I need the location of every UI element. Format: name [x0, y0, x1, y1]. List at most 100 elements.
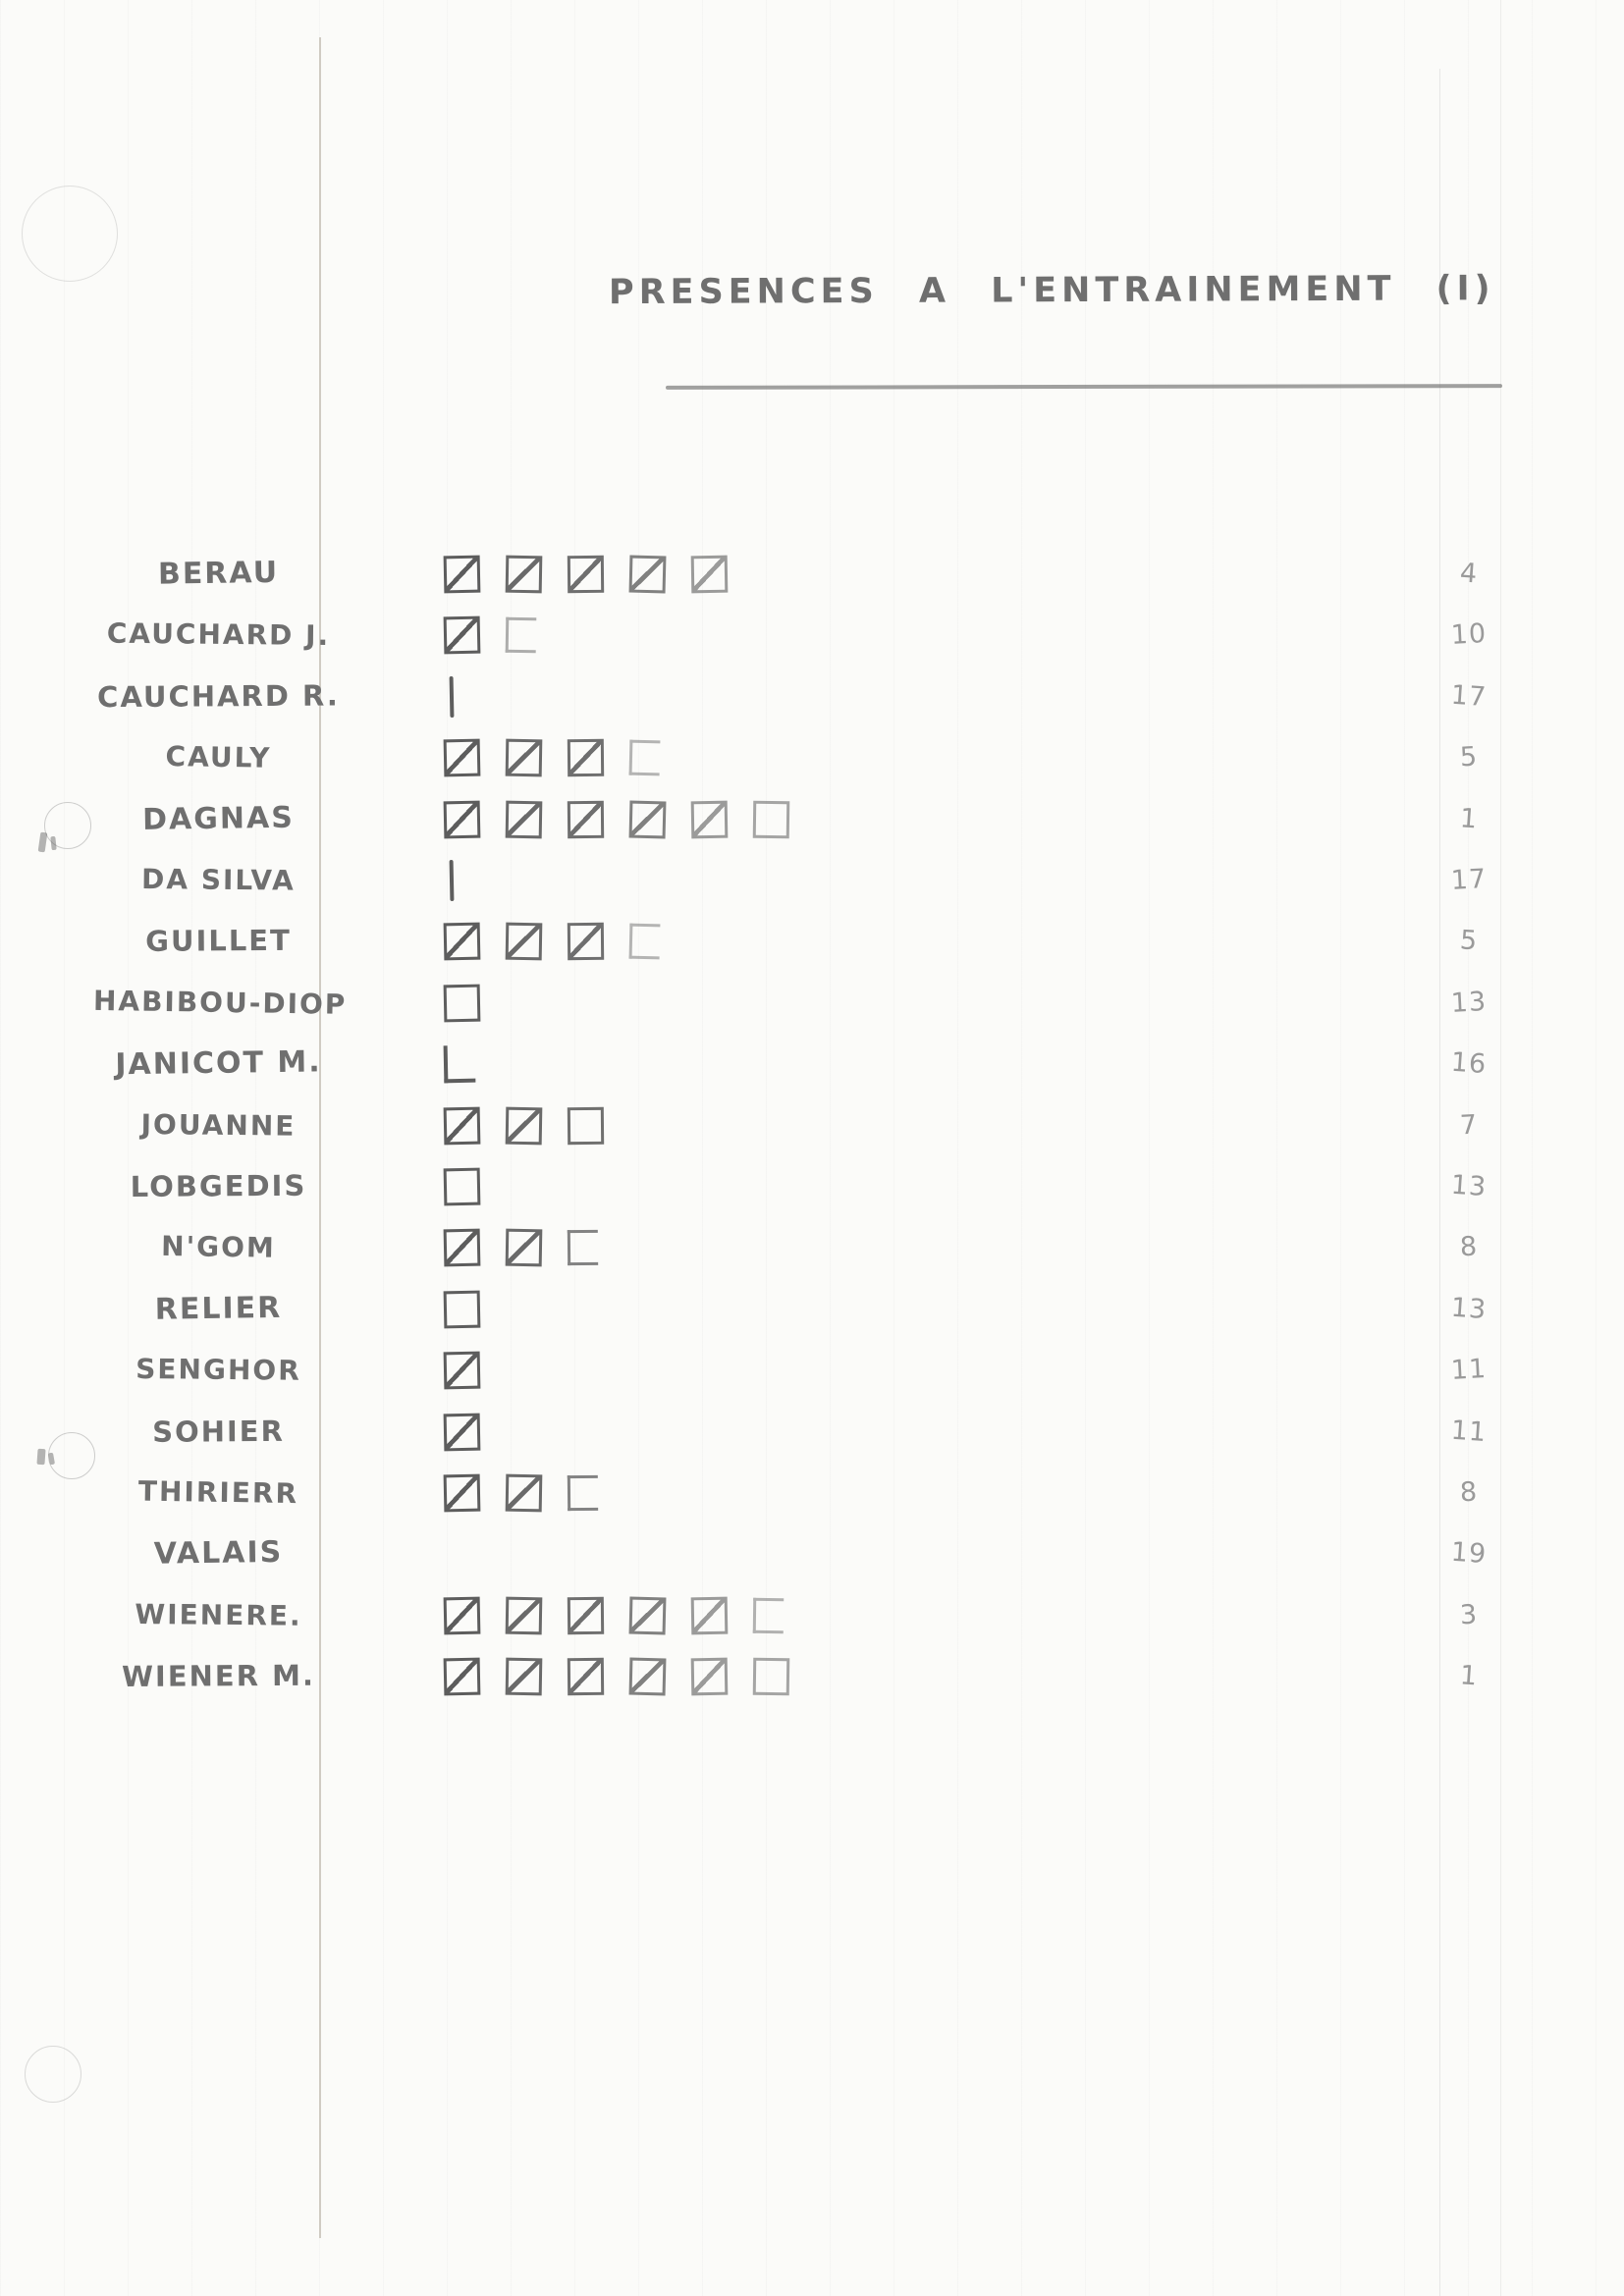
tally-mark-c [628, 924, 661, 960]
tally-mark-crossed [628, 1657, 667, 1696]
rank-number: 1 [1458, 802, 1480, 835]
tally-mark-crossed [443, 1351, 481, 1390]
attendance-row: THIRIERR 8 [0, 1463, 1624, 1523]
attendance-row: GUILLET 5 [0, 911, 1624, 972]
tally-mark-bar [449, 675, 455, 718]
tally-marks [443, 1042, 476, 1086]
tally-mark-crossed [443, 1229, 481, 1267]
rank-number: 11 [1450, 1354, 1488, 1386]
tally-mark-crossed [567, 738, 605, 777]
tally-marks [443, 1594, 785, 1637]
tally-mark-crossed [567, 800, 605, 838]
tally-mark-c [567, 1474, 599, 1512]
tally-mark-open [567, 1106, 605, 1145]
player-name: CAULY [165, 740, 272, 774]
tally-mark-crossed [443, 555, 481, 594]
page-title: PRESENCES A L'ENTRAINEMENT (I) [608, 269, 1495, 313]
attendance-row: JOUANNE 7 [0, 1095, 1624, 1156]
tally-mark-crossed [443, 800, 481, 838]
tally-mark-c [567, 1230, 599, 1266]
tally-marks [443, 1655, 790, 1698]
player-name: DAGNAS [141, 800, 296, 837]
player-name: DA SILVA [140, 863, 296, 897]
tally-mark-c [628, 739, 661, 776]
player-name: GUILLET [145, 924, 292, 959]
tally-mark-crossed [567, 1657, 605, 1696]
tally-marks [443, 553, 729, 596]
attendance-row: SOHIER 11 [0, 1402, 1624, 1463]
tally-mark-crossed [690, 1657, 729, 1696]
tally-mark-crossed [505, 923, 543, 961]
tally-marks [443, 920, 661, 963]
player-name: JOUANNE [140, 1107, 297, 1143]
right-ruling-line-1 [1439, 69, 1440, 2296]
right-ruling-line-2 [1500, 0, 1501, 2296]
hole-punch [48, 1432, 95, 1479]
tally-mark-crossed [505, 738, 543, 777]
tally-marks [443, 1288, 481, 1331]
tally-mark-crossed [628, 1596, 667, 1635]
tally-mark-c [752, 1597, 785, 1634]
tally-mark-open [752, 1657, 790, 1696]
player-name: HABIBOU-DIOP [92, 984, 348, 1021]
tally-mark-crossed [690, 1596, 729, 1635]
attendance-row: N'GOM 8 [0, 1217, 1624, 1278]
tally-mark-crossed [443, 616, 481, 655]
attendance-row: BERAU 4 [0, 544, 1624, 605]
player-name: CAUCHARD J. [106, 617, 331, 653]
rank-number: 7 [1459, 1109, 1479, 1141]
rank-number: 17 [1450, 863, 1488, 896]
rank-number: 4 [1458, 558, 1480, 590]
rank-number: 11 [1449, 1415, 1489, 1448]
attendance-row: CAUCHARD R. 17 [0, 667, 1624, 727]
tally-mark-crossed [628, 555, 667, 594]
rank-number: 5 [1458, 925, 1480, 957]
tally-mark-crossed [505, 1229, 543, 1267]
tally-marks [443, 1349, 481, 1392]
player-name: RELIER [154, 1290, 283, 1327]
attendance-row: DA SILVA 17 [0, 850, 1624, 911]
tally-mark-crossed [505, 1596, 543, 1635]
tally-mark-open [443, 1167, 481, 1206]
attendance-row: LOBGEDIS 13 [0, 1156, 1624, 1217]
tally-marks [443, 1226, 599, 1269]
player-name: BERAU [157, 555, 280, 592]
player-name: CAUCHARD R. [96, 678, 340, 714]
tally-mark-crossed [690, 800, 729, 838]
attendance-row: HABIBOU-DIOP 13 [0, 973, 1624, 1034]
attendance-row: CAUCHARD J. 10 [0, 605, 1624, 666]
tally-mark-crossed [443, 1473, 481, 1513]
tally-mark-open [752, 800, 790, 838]
rank-number: 19 [1449, 1537, 1489, 1571]
tally-marks [443, 1165, 481, 1208]
tally-marks [443, 982, 481, 1025]
title-underline [665, 384, 1503, 390]
tally-marks [444, 859, 455, 902]
tally-marks [444, 675, 455, 719]
tally-mark-crossed [505, 800, 543, 838]
tally-mark-crossed [628, 800, 667, 839]
tally-mark-crossed [505, 1657, 543, 1696]
tally-mark-crossed [443, 1413, 481, 1451]
player-name: LOBGEDIS [130, 1168, 307, 1203]
tally-mark-crossed [443, 1106, 481, 1145]
player-name: WIENER M. [121, 1658, 316, 1694]
rank-number: 5 [1459, 741, 1479, 774]
rank-number: 13 [1449, 1169, 1489, 1203]
tally-mark-crossed [443, 923, 481, 961]
tally-marks [443, 736, 661, 779]
hole-punch [25, 2046, 81, 2103]
player-name: VALAIS [153, 1535, 284, 1573]
tally-marks [443, 798, 790, 841]
player-name: SENGHOR [135, 1353, 301, 1387]
tally-mark-crossed [443, 1596, 481, 1635]
player-name: JANICOT M. [115, 1044, 322, 1083]
tally-mark-crossed [505, 1473, 543, 1513]
rank-number: 13 [1449, 1292, 1489, 1325]
tally-mark-crossed [567, 1596, 605, 1634]
hole-punch [22, 186, 118, 282]
attendance-row: DAGNAS 1 [0, 789, 1624, 850]
tally-mark-open [443, 1290, 481, 1329]
tally-mark-open [443, 984, 481, 1023]
